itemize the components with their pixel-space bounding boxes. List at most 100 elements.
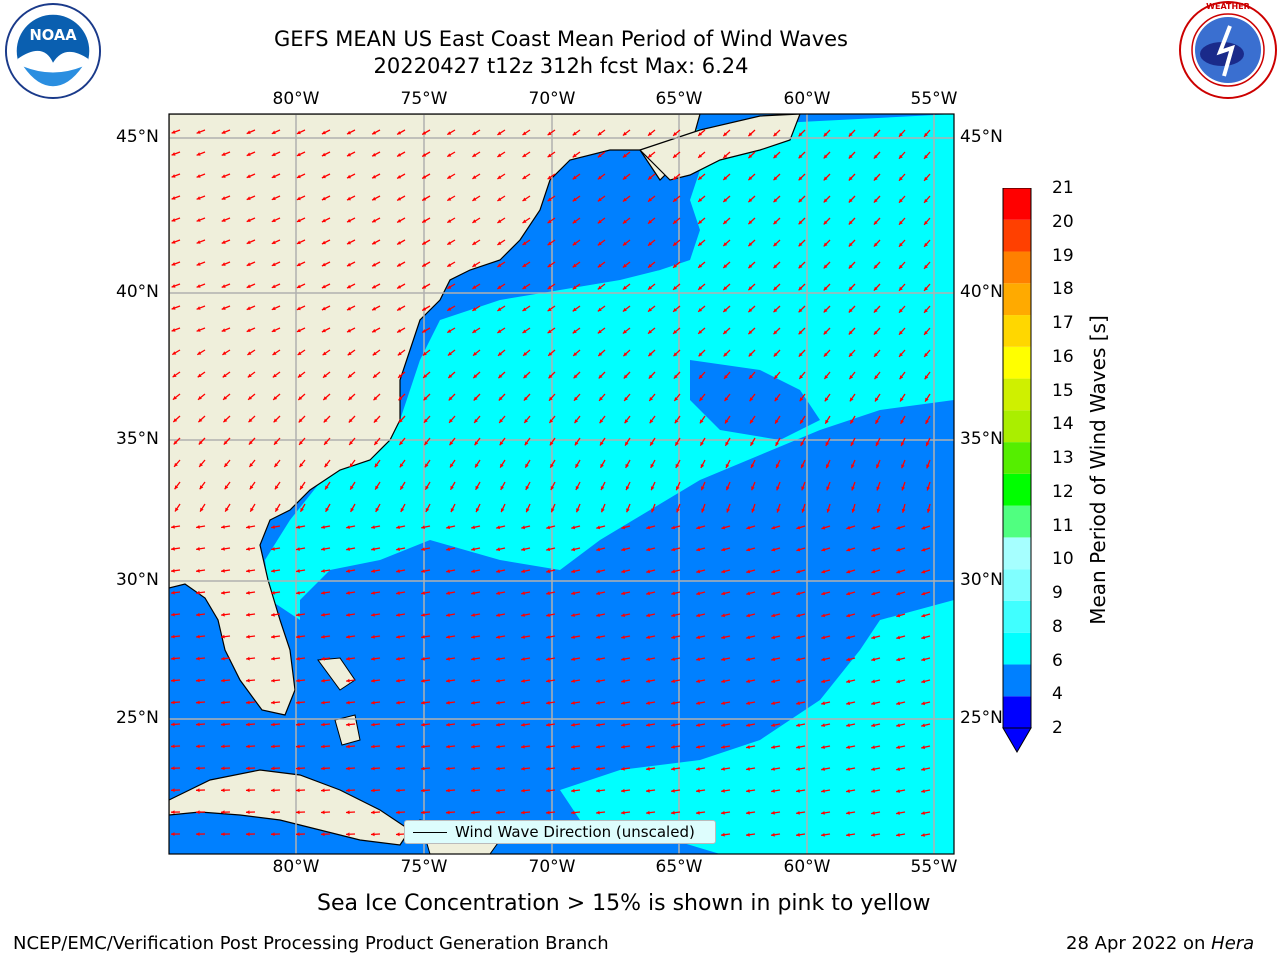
- colorbar-block: [1003, 569, 1031, 601]
- direction-arrow-head: [271, 788, 275, 793]
- direction-arrow-head: [646, 613, 651, 618]
- direction-arrow-head: [296, 547, 300, 551]
- direction-arrow-head: [746, 810, 750, 815]
- direction-arrow-head: [421, 766, 425, 771]
- lat-label: 30°N: [116, 570, 159, 590]
- direction-arrow-head: [696, 569, 701, 574]
- direction-arrow-head: [846, 657, 851, 662]
- direction-arrow-head: [497, 219, 502, 223]
- direction-arrow-head: [523, 352, 527, 356]
- direction-arrow-head: [246, 832, 250, 837]
- direction-arrow-head: [546, 635, 550, 639]
- direction-arrow-head: [474, 441, 479, 446]
- direction-arrow-head: [321, 744, 325, 749]
- direction-arrow-head: [773, 330, 778, 335]
- direction-arrow-head: [571, 722, 575, 727]
- direction-arrow-head: [823, 132, 828, 137]
- direction-arrow-head: [246, 328, 251, 332]
- direction-arrow-head: [596, 744, 600, 749]
- direction-arrow-head: [798, 176, 803, 181]
- direction-arrow-head: [746, 657, 751, 662]
- direction-arrow-head: [746, 569, 751, 574]
- direction-arrow-head: [271, 700, 275, 705]
- direction-arrow-head: [374, 463, 379, 468]
- direction-arrow-head: [572, 175, 577, 180]
- direction-arrow-head: [821, 591, 826, 596]
- direction-arrow-head: [771, 569, 776, 574]
- direction-arrow-head: [601, 508, 605, 513]
- direction-arrow-head: [821, 525, 826, 530]
- direction-arrow-head: [696, 701, 700, 705]
- direction-arrow-head: [471, 744, 475, 749]
- direction-arrow-head: [621, 788, 625, 793]
- direction-arrow-head: [546, 766, 550, 771]
- direction-arrow-head: [572, 285, 577, 290]
- direction-arrow-head: [373, 418, 378, 423]
- direction-arrow-head: [921, 833, 925, 837]
- direction-arrow-head: [596, 635, 600, 639]
- direction-arrow-head: [698, 220, 703, 224]
- direction-arrow-head: [471, 678, 475, 683]
- direction-arrow-head: [346, 722, 350, 727]
- direction-arrow-head: [521, 569, 525, 573]
- direction-arrow-head: [646, 679, 650, 683]
- direction-arrow-head: [571, 635, 575, 639]
- footer-date: 28 Apr 2022 on Hera: [1066, 933, 1255, 954]
- direction-arrow-head: [899, 154, 903, 159]
- direction-arrow-head: [746, 547, 751, 552]
- lat-label: 45°N: [116, 127, 159, 147]
- direction-arrow-head: [921, 679, 926, 684]
- direction-arrow-head: [422, 307, 427, 311]
- direction-arrow-head: [271, 832, 275, 837]
- direction-arrow-head: [521, 591, 525, 595]
- direction-arrow-head: [396, 547, 400, 551]
- direction-arrow-head: [450, 463, 454, 468]
- direction-arrow-head: [496, 635, 500, 639]
- direction-arrow-head: [496, 657, 500, 661]
- direction-arrow-head: [371, 547, 375, 551]
- direction-arrow-head: [296, 744, 300, 749]
- direction-arrow-head: [446, 635, 450, 639]
- direction-arrow-head: [901, 464, 905, 469]
- direction-arrow-head: [296, 700, 300, 705]
- direction-arrow-head: [798, 308, 803, 313]
- direction-arrow-head: [698, 286, 703, 290]
- direction-arrow-head: [924, 198, 928, 203]
- direction-arrow-head: [197, 373, 202, 378]
- direction-arrow-head: [875, 419, 879, 424]
- direction-arrow-head: [371, 634, 375, 639]
- direction-arrow-head: [274, 440, 278, 445]
- direction-arrow-head: [198, 418, 203, 423]
- direction-arrow-head: [846, 789, 850, 793]
- direction-arrow-head: [798, 264, 803, 269]
- direction-arrow-head: [298, 396, 303, 400]
- direction-arrow-head: [397, 131, 402, 135]
- lat-label: 40°N: [116, 282, 159, 302]
- direction-arrow-head: [551, 508, 555, 513]
- direction-arrow-head: [621, 657, 625, 661]
- direction-arrow-head: [896, 635, 901, 640]
- direction-arrow-head: [571, 591, 576, 596]
- direction-arrow-head: [596, 810, 600, 815]
- direction-arrow-head: [546, 591, 550, 595]
- direction-arrow-head: [396, 525, 400, 529]
- direction-arrow-head: [498, 396, 503, 401]
- direction-arrow-head: [421, 613, 425, 617]
- direction-arrow-head: [196, 174, 201, 178]
- direction-arrow-head: [496, 569, 500, 573]
- direction-arrow-head: [171, 612, 175, 617]
- direction-arrow-head: [347, 152, 351, 157]
- direction-arrow-head: [221, 678, 225, 683]
- direction-arrow-head: [173, 440, 178, 445]
- direction-arrow-head: [750, 419, 754, 424]
- direction-arrow-head: [597, 153, 602, 158]
- direction-arrow-head: [421, 635, 425, 639]
- direction-arrow-head: [271, 678, 275, 683]
- direction-arrow-head: [321, 196, 326, 201]
- direction-arrow-head: [248, 440, 253, 445]
- direction-arrow-head: [821, 679, 826, 684]
- direction-arrow-head: [196, 328, 201, 332]
- direction-arrow-head: [796, 832, 800, 837]
- colorbar-tick-label: 14: [1052, 414, 1074, 435]
- direction-arrow-head: [671, 766, 675, 771]
